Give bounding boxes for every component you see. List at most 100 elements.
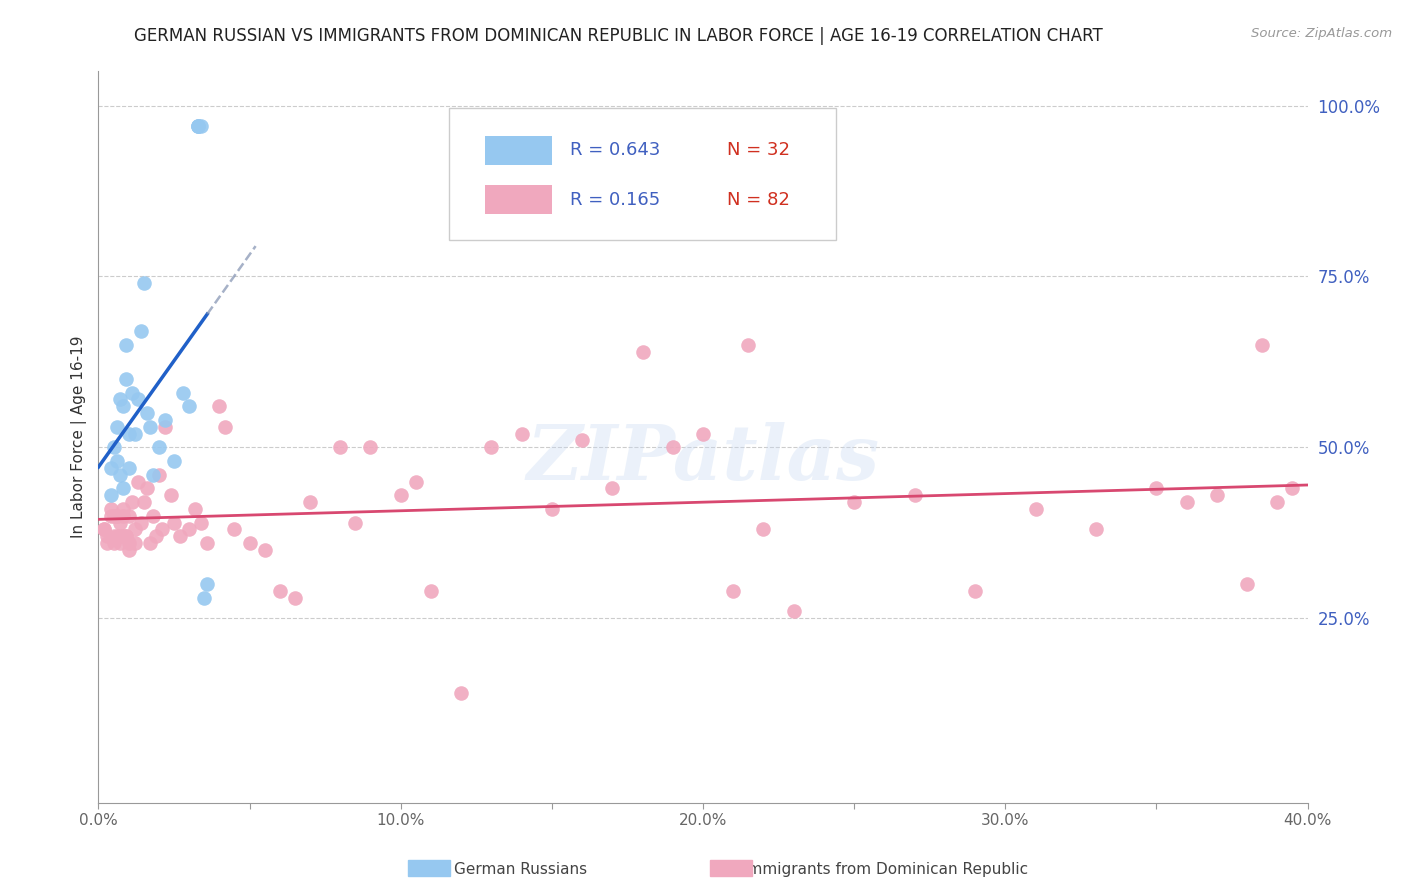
- Point: [103, 440, 125, 454]
- Point: [108, 392, 131, 407]
- Point: [153, 413, 176, 427]
- Point: [752, 522, 775, 536]
- Point: [1144, 481, 1167, 495]
- Point: [103, 529, 125, 543]
- Point: [114, 372, 136, 386]
- Point: [187, 119, 209, 133]
- FancyBboxPatch shape: [449, 108, 837, 240]
- Point: [1281, 481, 1303, 495]
- Point: [145, 529, 167, 543]
- Point: [105, 454, 128, 468]
- Point: [124, 536, 146, 550]
- Text: Immigrants from Dominican Republic: Immigrants from Dominican Republic: [744, 863, 1028, 877]
- Point: [405, 475, 427, 489]
- Point: [269, 583, 291, 598]
- Point: [193, 591, 215, 605]
- Point: [118, 426, 141, 441]
- Point: [127, 392, 149, 407]
- Point: [1175, 495, 1198, 509]
- Point: [195, 536, 218, 550]
- Point: [100, 488, 122, 502]
- Point: [114, 529, 136, 543]
- Point: [96, 529, 118, 543]
- Point: [124, 522, 146, 536]
- Point: [737, 338, 759, 352]
- Text: R = 0.165: R = 0.165: [569, 191, 661, 209]
- Point: [1236, 577, 1258, 591]
- Point: [105, 420, 128, 434]
- Point: [723, 583, 745, 598]
- Point: [100, 501, 122, 516]
- Text: ZIPatlas: ZIPatlas: [526, 422, 880, 496]
- Point: [121, 385, 143, 400]
- Point: [1267, 495, 1289, 509]
- Point: [184, 501, 207, 516]
- Point: [111, 529, 134, 543]
- Point: [118, 460, 141, 475]
- Point: [169, 529, 191, 543]
- Point: [93, 522, 115, 536]
- Point: [129, 516, 152, 530]
- Point: [114, 338, 136, 352]
- Point: [132, 277, 155, 291]
- Point: [571, 434, 593, 448]
- Point: [135, 481, 157, 495]
- Point: [187, 119, 209, 133]
- Point: [108, 529, 131, 543]
- Point: [118, 542, 141, 557]
- Point: [783, 604, 806, 618]
- Point: [965, 583, 987, 598]
- Point: [224, 522, 246, 536]
- Point: [118, 508, 141, 523]
- Text: N = 82: N = 82: [727, 191, 790, 209]
- Point: [153, 420, 176, 434]
- Point: [360, 440, 382, 454]
- FancyBboxPatch shape: [485, 185, 553, 214]
- Point: [121, 495, 143, 509]
- Point: [148, 467, 170, 482]
- Point: [662, 440, 685, 454]
- Point: [214, 420, 236, 434]
- Point: [1206, 488, 1229, 502]
- Point: [450, 686, 472, 700]
- Point: [179, 522, 201, 536]
- Point: [93, 522, 115, 536]
- Point: [118, 536, 141, 550]
- Point: [124, 426, 146, 441]
- Point: [481, 440, 503, 454]
- Y-axis label: In Labor Force | Age 16-19: In Labor Force | Age 16-19: [72, 335, 87, 539]
- Text: German Russians: German Russians: [454, 863, 586, 877]
- Point: [187, 119, 209, 133]
- Point: [111, 501, 134, 516]
- Point: [190, 119, 212, 133]
- Point: [108, 467, 131, 482]
- Point: [692, 426, 714, 441]
- Text: R = 0.643: R = 0.643: [569, 141, 661, 160]
- Point: [111, 400, 134, 414]
- Point: [127, 475, 149, 489]
- Point: [602, 481, 624, 495]
- Point: [904, 488, 927, 502]
- Point: [139, 536, 162, 550]
- Point: [540, 501, 562, 516]
- Text: GERMAN RUSSIAN VS IMMIGRANTS FROM DOMINICAN REPUBLIC IN LABOR FORCE | AGE 16-19 : GERMAN RUSSIAN VS IMMIGRANTS FROM DOMINI…: [134, 27, 1104, 45]
- Point: [172, 385, 194, 400]
- Point: [105, 508, 128, 523]
- Point: [96, 536, 118, 550]
- Point: [150, 522, 173, 536]
- Point: [299, 495, 322, 509]
- Point: [160, 488, 183, 502]
- Point: [179, 400, 201, 414]
- Point: [420, 583, 443, 598]
- Point: [510, 426, 533, 441]
- Point: [389, 488, 412, 502]
- Point: [100, 508, 122, 523]
- Text: N = 32: N = 32: [727, 141, 790, 160]
- Point: [111, 481, 134, 495]
- Point: [163, 454, 186, 468]
- Point: [114, 529, 136, 543]
- Point: [105, 508, 128, 523]
- Point: [142, 467, 165, 482]
- Point: [329, 440, 352, 454]
- Point: [195, 577, 218, 591]
